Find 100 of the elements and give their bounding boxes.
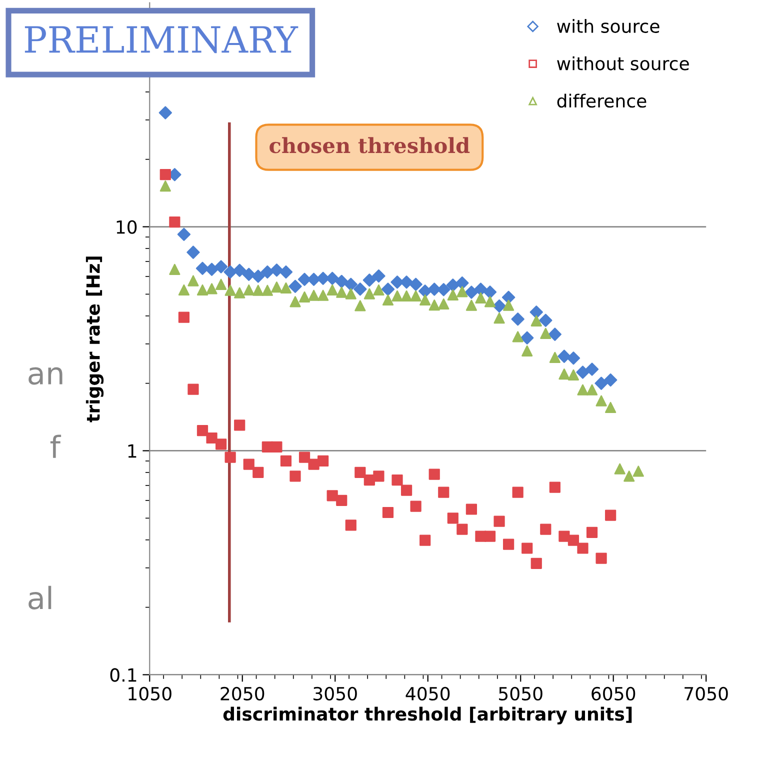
y-tick-label: 0.1 <box>110 668 136 682</box>
point <box>530 558 542 569</box>
legend-label: difference <box>557 94 646 108</box>
point <box>530 305 543 319</box>
x-tick-label: 5050 <box>499 686 542 700</box>
point <box>409 278 422 291</box>
point <box>604 373 618 387</box>
point <box>632 466 644 477</box>
point <box>502 300 514 311</box>
point <box>428 300 440 311</box>
point <box>382 506 394 518</box>
point <box>373 470 384 482</box>
point <box>594 376 608 390</box>
point <box>280 455 292 467</box>
point <box>158 106 172 120</box>
point <box>494 312 505 324</box>
point <box>242 268 256 281</box>
point <box>381 282 395 296</box>
point <box>447 289 458 301</box>
point <box>382 294 394 306</box>
point <box>475 292 486 304</box>
point <box>400 290 412 302</box>
point <box>456 286 468 298</box>
point <box>262 284 273 296</box>
point <box>364 288 375 300</box>
point <box>362 274 376 287</box>
x-tick-label: 4050 <box>406 686 450 700</box>
point <box>178 284 190 296</box>
point <box>605 402 616 414</box>
point <box>354 466 366 478</box>
x-tick-label: 2050 <box>220 686 264 700</box>
point <box>390 276 404 289</box>
point <box>502 538 514 550</box>
point <box>290 470 301 482</box>
point <box>624 470 635 482</box>
point <box>410 290 422 302</box>
point <box>540 524 552 535</box>
point <box>596 552 607 564</box>
point <box>530 315 542 326</box>
point <box>484 530 496 542</box>
point <box>336 286 348 298</box>
point <box>511 312 524 326</box>
point <box>464 286 478 299</box>
point <box>160 169 171 180</box>
point <box>224 284 236 296</box>
point <box>354 282 367 296</box>
point <box>224 265 237 279</box>
point <box>586 526 598 538</box>
point <box>568 369 580 380</box>
point <box>196 262 210 275</box>
y-axis-title: trigger rate [Hz] <box>86 256 104 422</box>
point <box>373 284 384 296</box>
point <box>512 331 524 342</box>
point <box>252 270 265 283</box>
point <box>290 296 301 308</box>
point <box>548 328 562 341</box>
point <box>260 265 274 279</box>
text: an <box>28 367 62 385</box>
point <box>188 275 199 286</box>
point <box>502 290 516 304</box>
legend-label: without source <box>557 56 689 70</box>
point <box>196 284 208 296</box>
point <box>466 300 478 311</box>
point <box>196 425 208 436</box>
point <box>345 288 356 300</box>
point <box>605 510 616 521</box>
point <box>215 278 227 290</box>
point <box>456 524 468 535</box>
point <box>494 516 505 527</box>
point <box>437 283 450 296</box>
point <box>270 264 284 277</box>
point <box>512 486 524 498</box>
annotation: PRELIMINARY <box>24 26 298 54</box>
point <box>318 455 329 467</box>
point <box>354 300 366 312</box>
point <box>420 294 431 306</box>
point <box>326 490 338 502</box>
point <box>484 296 496 308</box>
ref-line-label: chosen threshold <box>270 137 470 154</box>
point <box>558 530 570 542</box>
point <box>169 264 180 275</box>
x-tick-label: 7050 <box>684 686 728 700</box>
point <box>428 468 440 480</box>
point <box>438 486 450 498</box>
point <box>372 269 386 283</box>
point <box>345 520 356 531</box>
text: al <box>28 586 52 610</box>
point <box>558 368 570 380</box>
point <box>540 328 552 339</box>
point <box>206 432 218 444</box>
point <box>205 262 218 276</box>
point <box>392 474 403 486</box>
x-tick-label: 3050 <box>314 686 357 700</box>
point <box>214 260 228 274</box>
point <box>233 264 246 277</box>
point <box>586 384 598 396</box>
text: f <box>50 434 62 458</box>
point <box>298 452 310 463</box>
point <box>392 290 403 302</box>
point <box>243 458 254 470</box>
